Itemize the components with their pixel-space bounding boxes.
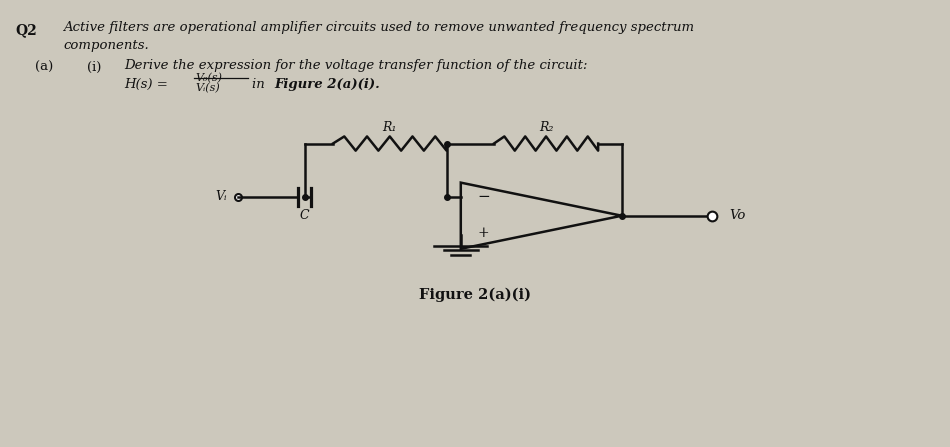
Text: (a): (a) xyxy=(34,61,53,74)
Text: V₀(s): V₀(s) xyxy=(196,73,222,84)
Text: −: − xyxy=(478,190,490,204)
Text: (i): (i) xyxy=(86,61,101,74)
Text: R₁: R₁ xyxy=(383,121,397,134)
Text: R₂: R₂ xyxy=(539,121,553,134)
Text: Vo: Vo xyxy=(729,209,745,222)
Text: Vᵢ(s): Vᵢ(s) xyxy=(196,83,220,93)
Text: Vᵢ: Vᵢ xyxy=(216,190,227,203)
Text: Q2: Q2 xyxy=(15,24,37,38)
Text: Figure 2(a)(i).: Figure 2(a)(i). xyxy=(275,78,380,91)
Text: +: + xyxy=(478,226,489,240)
Text: C: C xyxy=(299,209,310,222)
Text: H(s) =: H(s) = xyxy=(124,78,173,91)
Text: in: in xyxy=(253,78,270,91)
Text: components.: components. xyxy=(63,39,149,52)
Text: Derive the expression for the voltage transfer function of the circuit:: Derive the expression for the voltage tr… xyxy=(124,59,588,72)
Text: Active filters are operational amplifier circuits used to remove unwanted freque: Active filters are operational amplifier… xyxy=(63,21,694,34)
Text: Figure 2(a)(i): Figure 2(a)(i) xyxy=(419,288,531,302)
